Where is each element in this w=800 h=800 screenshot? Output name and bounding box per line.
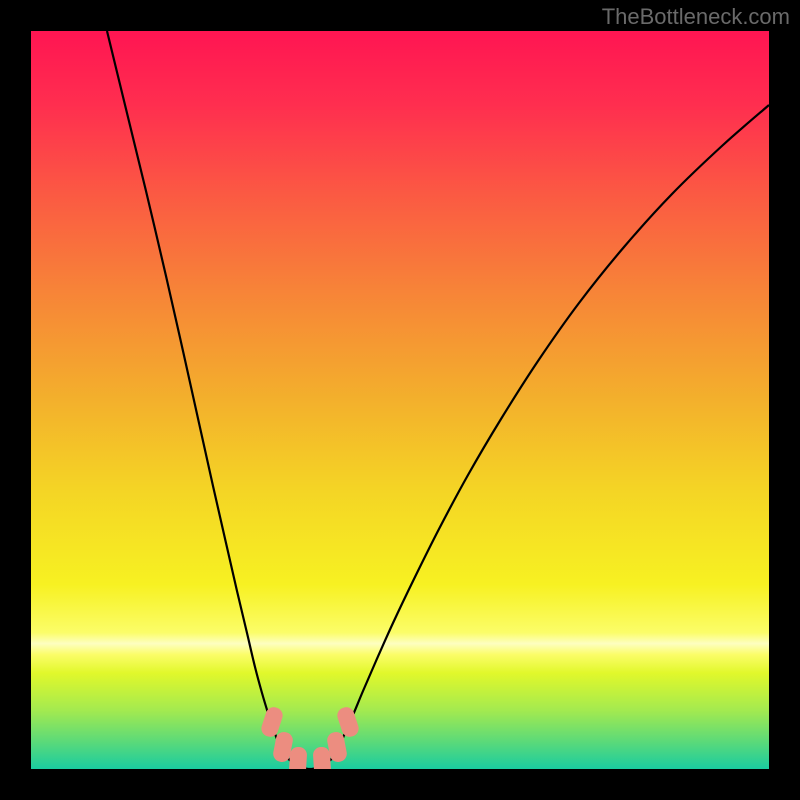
- curve-layer: [31, 31, 769, 769]
- plot-area: [31, 31, 769, 769]
- watermark-text: TheBottleneck.com: [602, 4, 790, 30]
- bottleneck-curve: [107, 31, 769, 769]
- marker-pill: [289, 746, 308, 769]
